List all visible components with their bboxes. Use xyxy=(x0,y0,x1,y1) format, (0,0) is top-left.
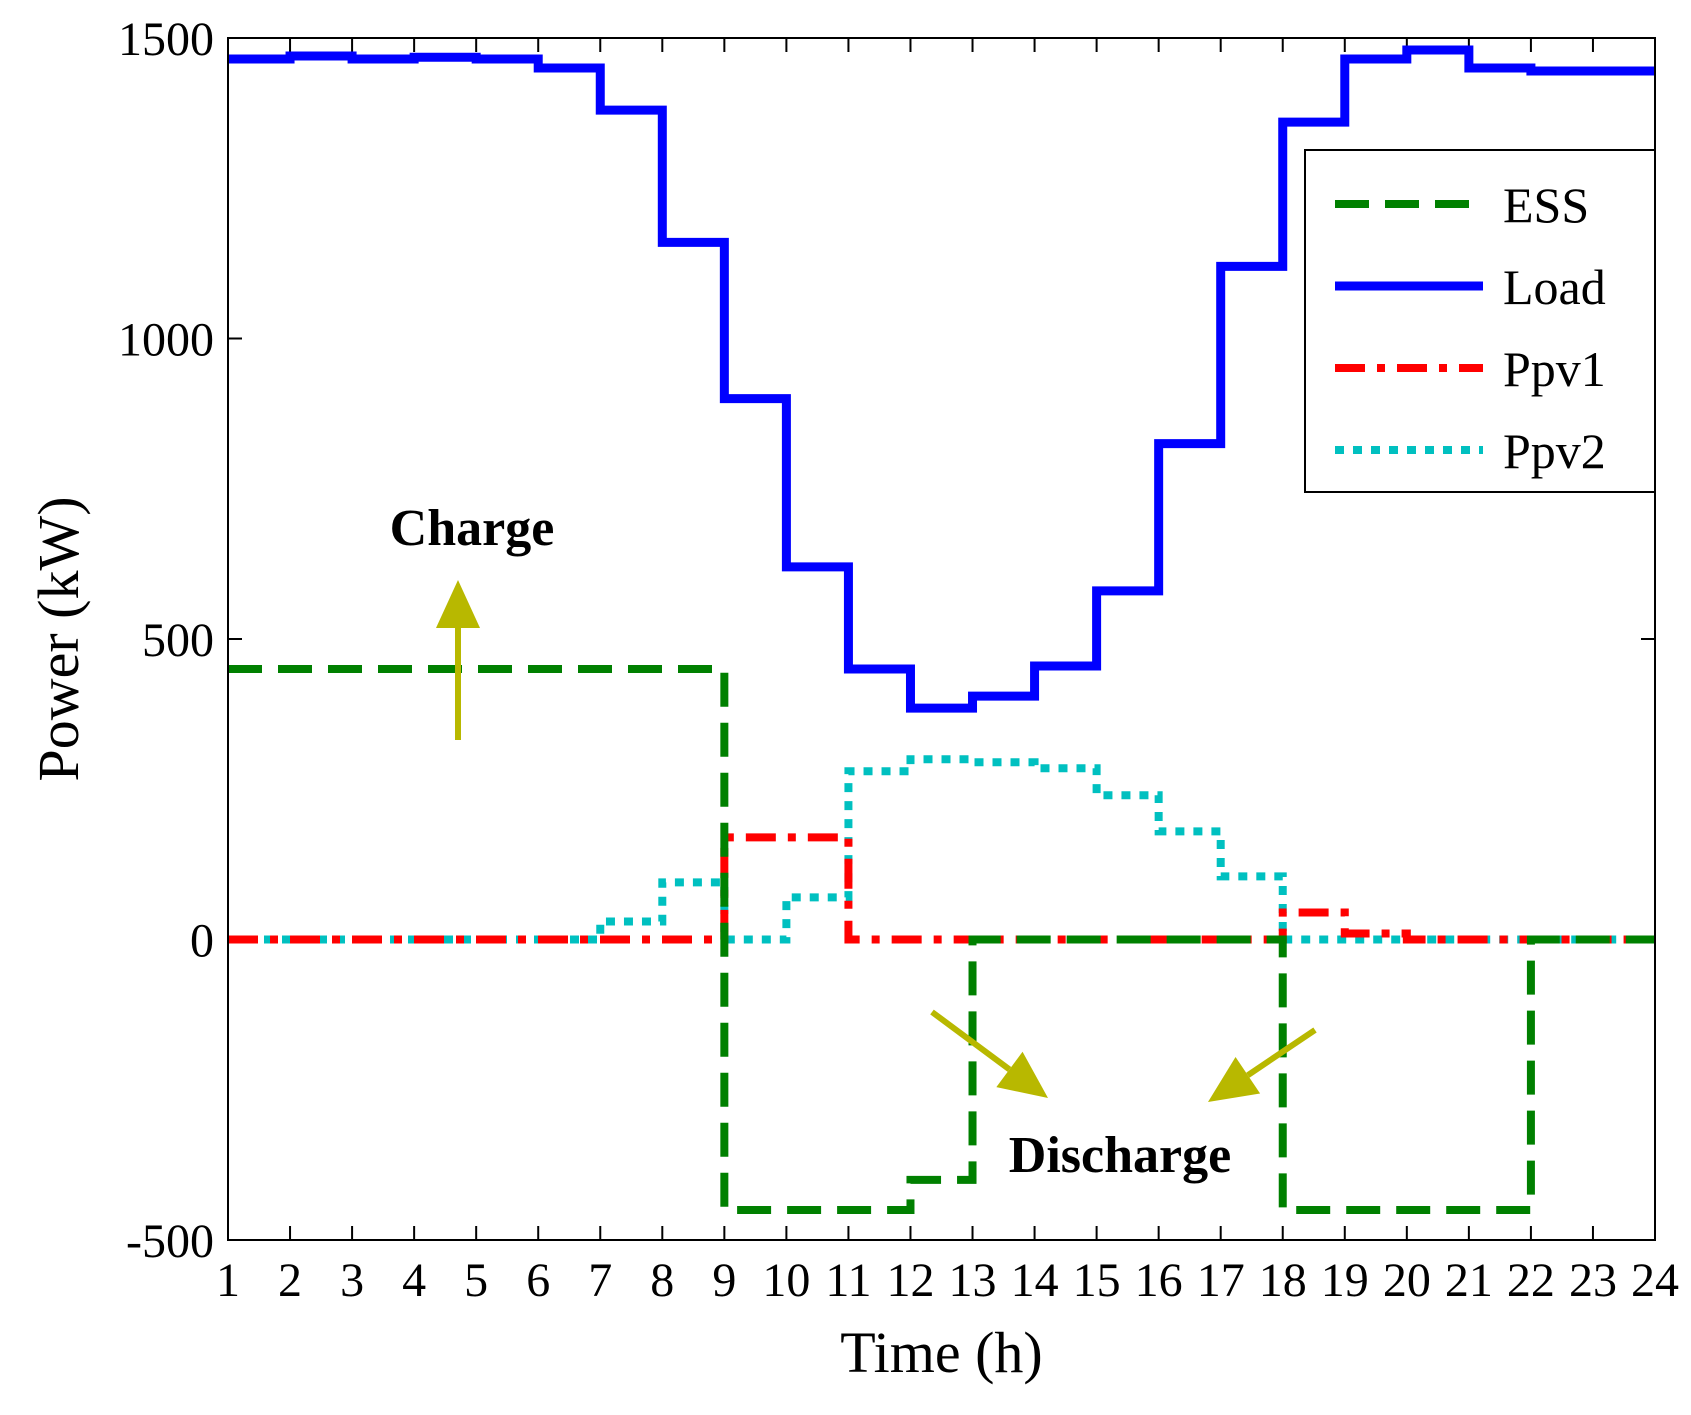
x-tick-label: 13 xyxy=(949,1254,997,1307)
series-line-ppv2 xyxy=(228,755,1655,944)
x-tick-label: 3 xyxy=(340,1254,364,1307)
y-axis-title: Power (kW) xyxy=(26,496,91,781)
y-tick-label: 1000 xyxy=(118,314,214,367)
x-tick-label: 24 xyxy=(1631,1254,1679,1307)
x-tick-label: 1 xyxy=(216,1254,240,1307)
x-tick-label: 8 xyxy=(650,1254,674,1307)
x-tick-label: 21 xyxy=(1445,1254,1493,1307)
legend-label-ppv1: Ppv1 xyxy=(1503,341,1606,397)
plot-frame xyxy=(227,37,1656,1241)
series-line-load xyxy=(228,45,1655,713)
x-tick-label: 23 xyxy=(1569,1254,1617,1307)
y-tick-label: -500 xyxy=(126,1215,214,1268)
x-tick-label: 2 xyxy=(278,1254,302,1307)
x-tick-label: 22 xyxy=(1507,1254,1555,1307)
legend: ESS Load Ppv1 Ppv2 xyxy=(1304,149,1656,493)
annotation-arrows xyxy=(436,580,1317,1102)
x-tick-label: 4 xyxy=(402,1254,426,1307)
x-tick-labels: 1 2 3 4 5 6 7 8 9 10 11 12 13 14 15 16 17 18 19 20 21 22 23 24 xyxy=(216,1254,1679,1307)
x-tick-label: 20 xyxy=(1383,1254,1431,1307)
legend-entries: ESS Load Ppv1 Ppv2 xyxy=(1335,177,1606,479)
x-tick-label: 17 xyxy=(1197,1254,1245,1307)
y-tick-label: 1500 xyxy=(118,13,214,66)
charge-annotation: Charge xyxy=(390,500,555,557)
discharge-arrow-left xyxy=(930,1009,1048,1098)
x-tick-label: 19 xyxy=(1321,1254,1369,1307)
y-tick-label: 0 xyxy=(190,915,214,968)
legend-label-ess: ESS xyxy=(1503,177,1589,233)
annotation-layer: Charge Discharge xyxy=(390,500,1317,1184)
legend-label-load: Load xyxy=(1503,259,1606,315)
x-tick-label: 7 xyxy=(588,1254,612,1307)
y-tick-label: 500 xyxy=(142,614,214,667)
discharge-arrow-right xyxy=(1208,1027,1317,1102)
x-tick-label: 18 xyxy=(1259,1254,1307,1307)
series-layer xyxy=(228,45,1655,1214)
x-tick-label: 9 xyxy=(712,1254,736,1307)
x-tick-label: 12 xyxy=(886,1254,934,1307)
x-axis-title: Time (h) xyxy=(840,1320,1043,1385)
x-tick-label: 15 xyxy=(1073,1254,1121,1307)
legend-label-ppv2: Ppv2 xyxy=(1503,423,1606,479)
x-tick-label: 10 xyxy=(762,1254,810,1307)
x-tick-label: 11 xyxy=(825,1254,871,1307)
series-line-ess xyxy=(228,665,1655,1214)
x-tick-label: 6 xyxy=(526,1254,550,1307)
x-tick-label: 16 xyxy=(1135,1254,1183,1307)
x-tick-label: 14 xyxy=(1011,1254,1059,1307)
charge-arrow xyxy=(436,580,480,740)
discharge-annotation: Discharge xyxy=(1009,1127,1231,1184)
y-tick-labels: -500 0 500 1000 1500 xyxy=(118,13,214,1268)
x-tick-label: 5 xyxy=(464,1254,488,1307)
